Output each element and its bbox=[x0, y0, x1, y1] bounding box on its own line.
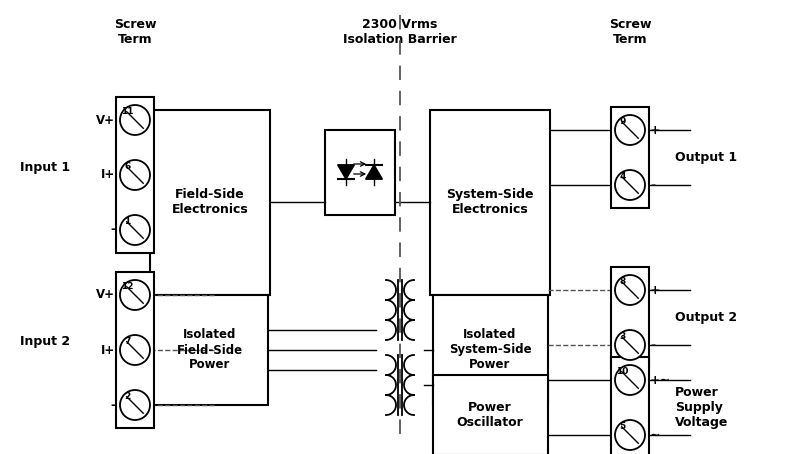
Text: 6: 6 bbox=[124, 162, 130, 171]
Text: Output 1: Output 1 bbox=[675, 151, 737, 164]
Bar bbox=[433, 295, 547, 405]
Bar bbox=[611, 357, 649, 454]
Circle shape bbox=[615, 115, 645, 145]
Text: 7: 7 bbox=[124, 337, 130, 346]
Text: 11: 11 bbox=[122, 107, 134, 116]
Bar bbox=[150, 109, 270, 295]
Text: -: - bbox=[110, 399, 115, 411]
Circle shape bbox=[120, 335, 150, 365]
Circle shape bbox=[615, 420, 645, 450]
Text: Field-Side
Electronics: Field-Side Electronics bbox=[172, 188, 248, 216]
Circle shape bbox=[120, 105, 150, 135]
Bar bbox=[116, 97, 154, 253]
Text: 8: 8 bbox=[619, 277, 626, 286]
Bar bbox=[153, 295, 267, 405]
Circle shape bbox=[120, 160, 150, 190]
Text: Screw
Term: Screw Term bbox=[609, 18, 651, 46]
Text: -: - bbox=[650, 339, 655, 351]
Text: +∼: +∼ bbox=[650, 374, 671, 386]
Text: Screw
Term: Screw Term bbox=[114, 18, 156, 46]
Text: ∼: ∼ bbox=[650, 429, 661, 441]
Text: Isolated
Field-Side
Power: Isolated Field-Side Power bbox=[177, 329, 243, 371]
Text: V+: V+ bbox=[96, 114, 115, 127]
Text: Output 2: Output 2 bbox=[675, 311, 737, 324]
Text: V+: V+ bbox=[96, 288, 115, 301]
Text: 12: 12 bbox=[122, 282, 134, 291]
Text: 9: 9 bbox=[619, 117, 626, 126]
Text: -: - bbox=[110, 223, 115, 237]
Text: Input 2: Input 2 bbox=[20, 336, 70, 349]
Bar bbox=[611, 267, 649, 368]
Text: System-Side
Electronics: System-Side Electronics bbox=[446, 188, 534, 216]
Text: 5: 5 bbox=[619, 422, 626, 431]
Text: 2: 2 bbox=[124, 392, 130, 401]
Bar bbox=[325, 129, 395, 214]
Circle shape bbox=[615, 330, 645, 360]
Circle shape bbox=[120, 280, 150, 310]
Circle shape bbox=[615, 365, 645, 395]
Polygon shape bbox=[338, 165, 354, 179]
Text: Power
Oscillator: Power Oscillator bbox=[457, 401, 523, 429]
Text: -: - bbox=[650, 178, 655, 192]
Text: I+: I+ bbox=[101, 344, 115, 356]
Text: 10: 10 bbox=[616, 367, 629, 376]
Bar bbox=[611, 107, 649, 208]
Bar bbox=[430, 109, 550, 295]
Text: I+: I+ bbox=[101, 168, 115, 182]
Circle shape bbox=[120, 215, 150, 245]
Text: Power
Supply
Voltage: Power Supply Voltage bbox=[675, 386, 728, 429]
Text: 4: 4 bbox=[619, 172, 626, 181]
Text: +: + bbox=[650, 283, 661, 296]
Text: +: + bbox=[650, 123, 661, 137]
Circle shape bbox=[615, 275, 645, 305]
Polygon shape bbox=[366, 165, 382, 179]
Circle shape bbox=[120, 390, 150, 420]
Text: Input 1: Input 1 bbox=[20, 161, 70, 173]
Text: Isolated
System-Side
Power: Isolated System-Side Power bbox=[449, 329, 531, 371]
Bar bbox=[116, 272, 154, 428]
Text: 3: 3 bbox=[619, 332, 626, 341]
Text: 1: 1 bbox=[124, 217, 130, 226]
Bar bbox=[433, 375, 547, 454]
Circle shape bbox=[615, 170, 645, 200]
Text: 2300 Vrms
Isolation Barrier: 2300 Vrms Isolation Barrier bbox=[343, 18, 457, 46]
